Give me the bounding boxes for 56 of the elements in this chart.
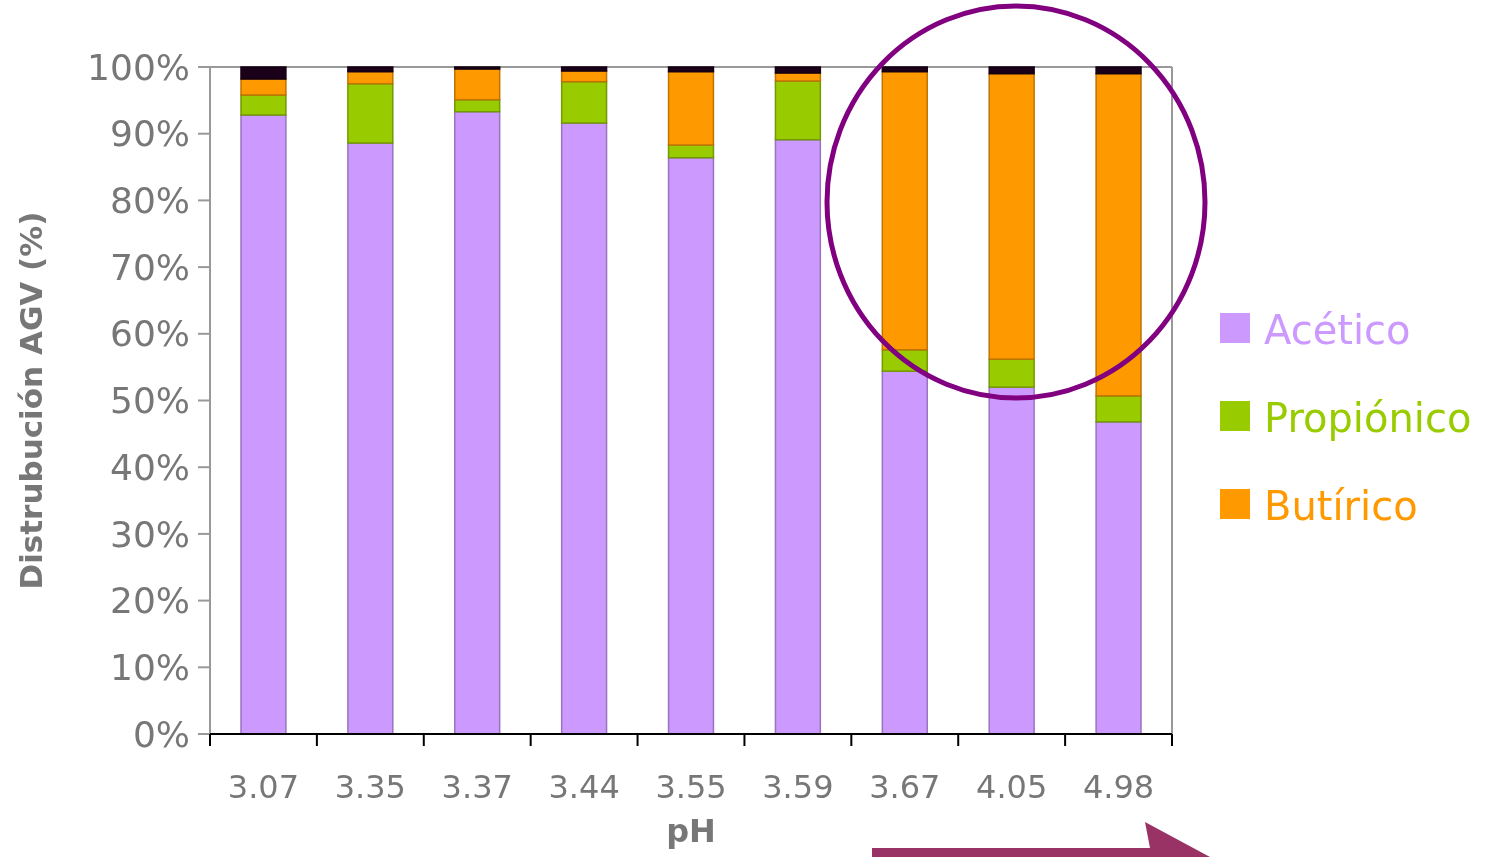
bar <box>347 66 394 73</box>
bar <box>454 110 501 735</box>
y-tick-label: 20% <box>109 580 190 622</box>
bar <box>240 114 287 735</box>
x-tick-label: 3.67 <box>869 768 941 806</box>
y-tick-label: 80% <box>109 180 190 221</box>
bar <box>240 78 287 96</box>
bar <box>1095 66 1142 75</box>
bar <box>988 358 1035 388</box>
bar <box>454 68 501 101</box>
bar <box>988 386 1035 735</box>
x-tick-label: 3.07 <box>227 768 300 806</box>
bar <box>347 70 394 85</box>
y-tick-label: 60% <box>109 313 190 355</box>
x-tick-label: 3.59 <box>762 768 834 806</box>
y-tick-label: 70% <box>109 246 190 288</box>
y-tick-label: 100% <box>87 46 190 88</box>
x-tick-label: 3.37 <box>441 768 513 806</box>
y-tick-label: 90% <box>109 113 190 155</box>
bar <box>881 70 928 351</box>
bar <box>560 122 608 735</box>
y-tick-label: 10% <box>109 646 190 688</box>
bar <box>774 66 822 74</box>
legend-label: Butírico <box>1264 483 1418 529</box>
y-tick-label: 30% <box>109 513 190 555</box>
bar <box>667 156 715 735</box>
bar <box>774 80 822 141</box>
bar <box>881 66 928 73</box>
bar <box>667 66 715 73</box>
y-tick-label: 0% <box>132 713 190 755</box>
bar <box>881 370 928 735</box>
x-tick-label: 3.35 <box>334 768 406 806</box>
bar <box>560 66 608 72</box>
bar <box>347 82 394 144</box>
bar <box>1095 421 1142 735</box>
y-axis-title: Distrubución AGV (%) <box>13 211 49 590</box>
bar <box>347 142 394 735</box>
bar <box>667 70 715 146</box>
bar <box>560 80 608 124</box>
x-axis-title: pH <box>666 812 716 850</box>
bar <box>988 66 1035 75</box>
bar <box>1095 395 1142 423</box>
x-tick-label: 3.55 <box>655 768 727 806</box>
bar <box>454 66 501 70</box>
legend-label: Propiónico <box>1264 395 1472 441</box>
x-tick-label: 4.98 <box>1082 768 1155 806</box>
bar <box>240 94 287 116</box>
bar <box>774 138 822 735</box>
bar <box>988 72 1035 360</box>
bar <box>240 66 287 80</box>
y-tick-label: 50% <box>109 380 190 422</box>
x-tick-label: 3.44 <box>548 768 620 806</box>
bar <box>1095 72 1142 397</box>
x-tick-label: 4.05 <box>976 768 1048 806</box>
legend-label: Acético <box>1264 307 1411 353</box>
y-tick-label: 40% <box>109 446 190 488</box>
